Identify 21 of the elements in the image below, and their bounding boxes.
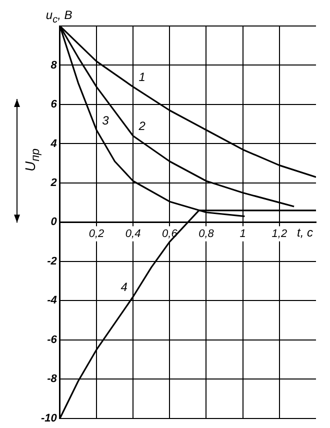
x-tick-label: 1,2 [272, 228, 288, 240]
y-tick-label: -10 [40, 412, 58, 424]
y-axis-title: u$_{c}$, В [46, 8, 72, 26]
series-label: 2 [138, 119, 146, 134]
y-tick-label: 4 [50, 138, 57, 150]
series-label: 1 [138, 70, 146, 84]
x-axis-title: t, c [296, 226, 313, 240]
x-tick-label: 0,8 [198, 228, 215, 240]
series-label: 3 [102, 113, 110, 128]
y-tick-label: 0 [50, 216, 58, 228]
y-tick-label: -4 [47, 294, 57, 307]
y-tick-label: -6 [47, 334, 58, 346]
x-tick-label: 1 [240, 228, 246, 240]
y-tick-label: -8 [47, 373, 58, 386]
series-label: 4 [120, 280, 128, 294]
x-tick-label: 0,4 [125, 228, 141, 240]
y-tick-label: 8 [50, 59, 58, 72]
x-tick-label: 0,2 [88, 228, 104, 240]
y-tick-label: 2 [50, 176, 57, 189]
y-tick-label: -2 [47, 255, 57, 268]
y-tick-label: 6 [50, 98, 58, 111]
